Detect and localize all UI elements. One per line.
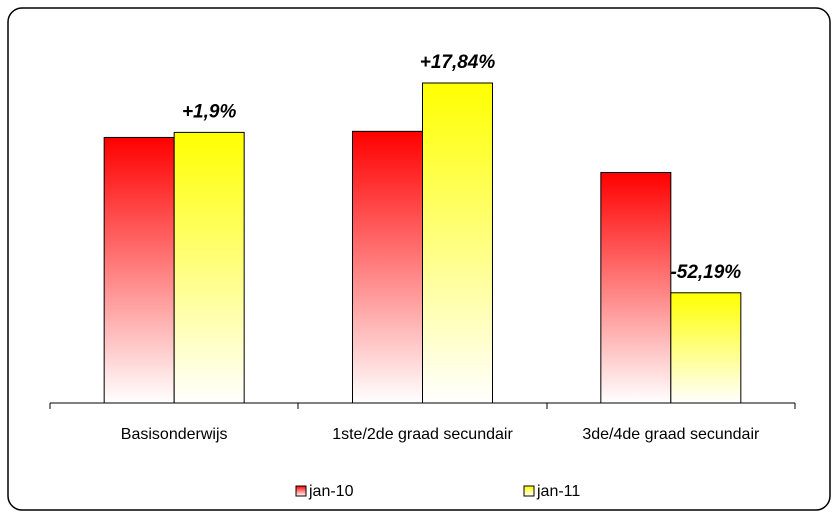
x-tick-label: Basisonderwijs bbox=[121, 426, 228, 443]
annotation: +17,84% bbox=[420, 52, 496, 73]
legend-swatch bbox=[295, 485, 307, 497]
x-tick-label: 3de/4de graad secundair bbox=[582, 426, 760, 443]
bar bbox=[103, 136, 175, 404]
bar bbox=[600, 171, 672, 404]
annotation: -52,19% bbox=[670, 262, 741, 283]
legend-label: jan-10 bbox=[308, 483, 354, 500]
legend-swatch bbox=[523, 485, 535, 497]
legend-label: jan-11 bbox=[536, 483, 580, 500]
bar bbox=[422, 82, 493, 404]
x-tick-label: 1ste/2de graad secundair bbox=[332, 426, 513, 443]
bar bbox=[670, 292, 742, 404]
bar bbox=[173, 131, 245, 404]
bar bbox=[352, 130, 423, 404]
annotation: +1,9% bbox=[182, 101, 237, 122]
